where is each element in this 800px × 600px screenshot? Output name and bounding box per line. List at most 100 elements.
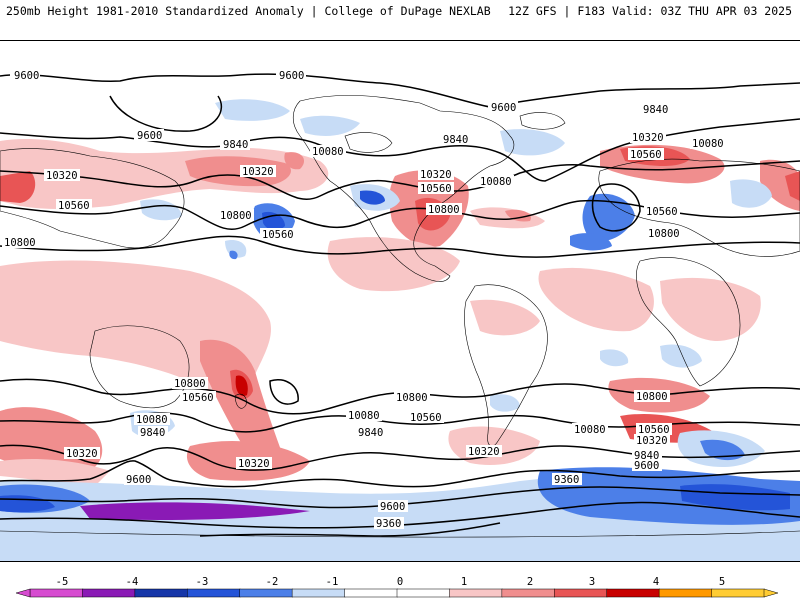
colorbar-tick: 1 bbox=[461, 576, 467, 588]
colorbar-swatch bbox=[658, 588, 713, 598]
contour-label: 9600 bbox=[134, 129, 164, 142]
contour-label-layer: 9600 9600 9600 9840 9600 9840 10080 9840… bbox=[2, 69, 726, 530]
colorbar: -5 -4 -3 -2 -1 0 1 2 3 4 5 bbox=[15, 576, 779, 598]
colorbar-swatch bbox=[449, 588, 503, 598]
svg-text:10080: 10080 bbox=[136, 414, 168, 426]
contour-label: 10080 bbox=[572, 423, 608, 436]
contour-label: 9360 bbox=[552, 473, 582, 486]
svg-text:9600: 9600 bbox=[137, 130, 162, 142]
contour-label: 10560 bbox=[408, 411, 444, 424]
svg-text:9360: 9360 bbox=[376, 518, 401, 530]
svg-text:10320: 10320 bbox=[46, 170, 78, 182]
contour-label: 10800 bbox=[218, 209, 254, 222]
colorbar-tick-labels: -5 -4 -3 -2 -1 0 1 2 3 4 5 bbox=[56, 576, 725, 588]
svg-text:10560: 10560 bbox=[410, 412, 442, 424]
contour-label: 9600 bbox=[276, 69, 306, 82]
contour-label: 10800 bbox=[172, 377, 208, 390]
contour-label: 9600 bbox=[488, 101, 518, 114]
svg-text:10320: 10320 bbox=[242, 166, 274, 178]
svg-text:10320: 10320 bbox=[468, 446, 500, 458]
colorbar-tick: 3 bbox=[589, 576, 595, 588]
colorbar-swatch bbox=[187, 588, 241, 598]
colorbar-tick: -1 bbox=[326, 576, 339, 588]
contour-label: 10320 bbox=[44, 169, 80, 182]
svg-text:10800: 10800 bbox=[4, 237, 36, 249]
colorbar-max-arrow bbox=[763, 588, 779, 598]
contour-label: 9840 bbox=[640, 103, 670, 116]
contour-label: 10800 bbox=[634, 390, 670, 403]
svg-text:10560: 10560 bbox=[262, 229, 294, 241]
colorbar-swatch bbox=[711, 588, 765, 598]
colorbar-tick: 0 bbox=[397, 576, 403, 588]
contour-label: 9840 bbox=[356, 426, 386, 439]
contour-label: 9600 bbox=[378, 500, 408, 513]
svg-text:10080: 10080 bbox=[312, 146, 344, 158]
contour-label: 9840 bbox=[440, 133, 470, 146]
svg-text:10560: 10560 bbox=[58, 200, 90, 212]
svg-text:10080: 10080 bbox=[480, 176, 512, 188]
contour-label: 10080 bbox=[478, 175, 514, 188]
svg-text:9600: 9600 bbox=[380, 501, 405, 513]
contour-label: 10320 bbox=[236, 457, 272, 470]
svg-text:10800: 10800 bbox=[636, 391, 668, 403]
contour-label: 9360 bbox=[374, 517, 404, 530]
svg-text:9600: 9600 bbox=[491, 102, 516, 114]
colorbar-min-arrow bbox=[15, 588, 31, 598]
contour-label: 10800 bbox=[646, 227, 682, 240]
svg-text:9600: 9600 bbox=[14, 70, 39, 82]
contour-label: 10560 bbox=[180, 391, 216, 404]
svg-text:10800: 10800 bbox=[428, 204, 460, 216]
contour-label: 10080 bbox=[310, 145, 346, 158]
contour-label: 9600 bbox=[10, 69, 40, 82]
colorbar-swatch bbox=[134, 588, 189, 598]
contour-label: 10560 bbox=[260, 228, 296, 241]
svg-text:9840: 9840 bbox=[643, 104, 668, 116]
svg-text:9840: 9840 bbox=[140, 427, 165, 439]
contour-label: 10080 bbox=[346, 409, 382, 422]
svg-text:10320: 10320 bbox=[238, 458, 270, 470]
svg-text:10560: 10560 bbox=[420, 183, 452, 195]
contour-label: 10320 bbox=[64, 447, 100, 460]
svg-text:10320: 10320 bbox=[420, 169, 452, 181]
svg-text:10320: 10320 bbox=[636, 435, 668, 447]
contour-label: 10320 bbox=[634, 434, 670, 447]
svg-text:10800: 10800 bbox=[396, 392, 428, 404]
contour-label: 10800 bbox=[2, 236, 38, 249]
colorbar-swatch bbox=[396, 588, 451, 598]
anomaly-map: 9600 9600 9600 9840 9600 9840 10080 9840… bbox=[0, 40, 800, 562]
svg-text:9600: 9600 bbox=[634, 460, 659, 472]
svg-text:9840: 9840 bbox=[358, 427, 383, 439]
contour-label: 9840 bbox=[220, 138, 250, 151]
svg-text:10320: 10320 bbox=[66, 448, 98, 460]
contour-label: 10320 bbox=[630, 131, 666, 144]
colorbar-swatch bbox=[501, 588, 556, 598]
svg-text:9360: 9360 bbox=[554, 474, 579, 486]
colorbar-swatch bbox=[239, 588, 293, 598]
contour-label: 10320 bbox=[466, 445, 502, 458]
contour-label: 10080 bbox=[134, 413, 170, 426]
svg-text:9840: 9840 bbox=[223, 139, 248, 151]
contour-label: 10560 bbox=[628, 148, 664, 161]
svg-text:10080: 10080 bbox=[574, 424, 606, 436]
colorbar-swatch bbox=[82, 588, 136, 598]
colorbar-tick: 4 bbox=[653, 576, 659, 588]
svg-text:10560: 10560 bbox=[646, 206, 678, 218]
contour-label: 10560 bbox=[418, 182, 454, 195]
contour-label: 10560 bbox=[644, 205, 680, 218]
colorbar-tick: -2 bbox=[266, 576, 279, 588]
svg-text:10560: 10560 bbox=[638, 424, 670, 436]
height-contours bbox=[0, 73, 800, 537]
contour-label: 9600 bbox=[632, 459, 662, 472]
contour-label: 10320 bbox=[240, 165, 276, 178]
colorbar-tick: 2 bbox=[527, 576, 533, 588]
colorbar-tick: -4 bbox=[126, 576, 139, 588]
svg-text:10800: 10800 bbox=[174, 378, 206, 390]
colorbar-swatch bbox=[291, 588, 346, 598]
contour-label: 10560 bbox=[56, 199, 92, 212]
svg-text:9600: 9600 bbox=[126, 474, 151, 486]
contour-label: 10800 bbox=[426, 203, 462, 216]
colorbar-swatch bbox=[606, 588, 660, 598]
colorbar-swatches bbox=[15, 588, 779, 598]
svg-text:10560: 10560 bbox=[182, 392, 214, 404]
svg-text:9600: 9600 bbox=[279, 70, 304, 82]
